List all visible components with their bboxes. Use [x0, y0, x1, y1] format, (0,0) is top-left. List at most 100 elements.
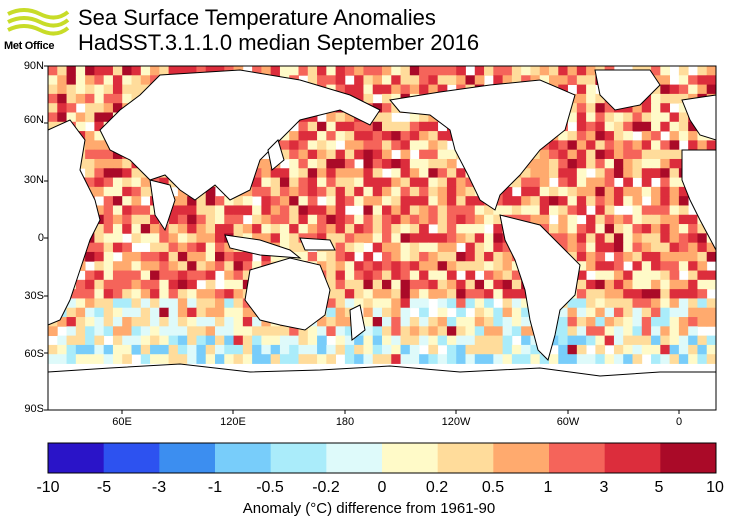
anomaly-cell	[567, 140, 578, 151]
anomaly-cell	[140, 335, 151, 346]
anomaly-cell	[159, 289, 170, 299]
anomaly-cell	[48, 112, 58, 123]
anomaly-cell	[66, 354, 77, 364]
anomaly-cell	[456, 279, 466, 290]
anomaly-cell	[205, 298, 216, 309]
anomaly-cell	[688, 298, 698, 309]
anomaly-cell	[103, 261, 114, 271]
anomaly-cell	[112, 84, 123, 95]
anomaly-cell	[177, 298, 188, 309]
anomaly-cell	[632, 112, 643, 123]
anomaly-cell	[688, 121, 698, 132]
anomaly-cell	[576, 103, 587, 113]
anomaly-cell	[604, 214, 615, 225]
anomaly-cell	[391, 140, 401, 151]
anomaly-cell	[456, 196, 466, 206]
anomaly-cell	[493, 75, 504, 85]
anomaly-cell	[660, 326, 671, 337]
anomaly-cell	[215, 335, 225, 346]
anomaly-cell	[270, 177, 281, 188]
anomaly-cell	[317, 75, 327, 85]
anomaly-cell	[623, 270, 633, 281]
anomaly-cell	[623, 289, 633, 299]
anomaly-cell	[632, 214, 643, 225]
anomaly-cell	[103, 354, 114, 364]
anomaly-cell	[669, 354, 680, 364]
anomaly-cell	[224, 289, 234, 299]
anomaly-cell	[678, 344, 689, 355]
anomaly-cell	[521, 344, 531, 355]
anomaly-cell	[112, 103, 123, 113]
anomaly-cell	[604, 307, 615, 318]
anomaly-cell	[205, 242, 216, 253]
anomaly-cell	[474, 196, 485, 206]
anomaly-cell	[66, 317, 77, 327]
anomaly-cell	[233, 196, 244, 206]
anomaly-cell	[613, 149, 624, 160]
anomaly-cell	[632, 344, 643, 355]
anomaly-cell	[168, 335, 179, 346]
anomaly-cell	[549, 186, 559, 197]
anomaly-cell	[669, 177, 680, 188]
anomaly-cell	[400, 335, 411, 346]
anomaly-cell	[85, 317, 95, 327]
anomaly-cell	[604, 112, 615, 123]
anomaly-cell	[140, 307, 151, 318]
anomaly-cell	[437, 335, 448, 346]
anomaly-cell	[252, 354, 262, 364]
anomaly-cell	[456, 289, 466, 299]
anomaly-cell	[215, 298, 225, 309]
anomaly-cell	[215, 205, 225, 216]
anomaly-cell	[261, 344, 272, 355]
anomaly-cell	[131, 317, 142, 327]
anomaly-cell	[651, 103, 661, 113]
anomaly-cell	[641, 224, 652, 234]
anomaly-cell	[103, 112, 114, 123]
anomaly-cell	[363, 214, 374, 225]
anomaly-cell	[279, 242, 290, 253]
anomaly-cell	[678, 233, 689, 244]
anomaly-cell	[298, 242, 309, 253]
anomaly-cell	[112, 186, 123, 197]
anomaly-cell	[613, 261, 624, 271]
anomaly-cell	[576, 261, 587, 271]
anomaly-cell	[558, 335, 568, 346]
anomaly-cell	[419, 121, 429, 132]
anomaly-cell	[382, 298, 392, 309]
anomaly-cell	[94, 298, 105, 309]
anomaly-cell	[344, 335, 355, 346]
anomaly-cell	[484, 251, 494, 262]
anomaly-cell	[428, 205, 439, 216]
anomaly-cell	[289, 149, 299, 160]
anomaly-cell	[94, 93, 105, 104]
anomaly-cell	[103, 307, 114, 318]
anomaly-cell	[196, 307, 207, 318]
anomaly-cell	[651, 66, 661, 76]
anomaly-cell	[317, 344, 327, 355]
anomaly-cell	[697, 298, 708, 309]
anomaly-cell	[344, 186, 355, 197]
anomaly-cell	[48, 66, 58, 76]
anomaly-cell	[697, 354, 708, 364]
anomaly-cell	[363, 317, 374, 327]
anomaly-cell	[344, 158, 355, 169]
anomaly-cell	[363, 224, 374, 234]
anomaly-cell	[428, 326, 439, 337]
anomaly-cell	[678, 279, 689, 290]
anomaly-cell	[75, 354, 86, 364]
anomaly-cell	[623, 158, 633, 169]
anomaly-cell	[150, 344, 160, 355]
colorbar-swatch	[660, 443, 717, 473]
anomaly-cell	[576, 66, 587, 76]
anomaly-cell	[205, 186, 216, 197]
anomaly-cell	[140, 214, 151, 225]
anomaly-cell	[586, 186, 596, 197]
anomaly-cell	[122, 298, 132, 309]
anomaly-cell	[493, 335, 504, 346]
anomaly-cell	[567, 326, 578, 337]
anomaly-cell	[493, 251, 504, 262]
lat-label-30s: 30S	[24, 290, 44, 302]
anomaly-cell	[382, 251, 392, 262]
anomaly-cell	[85, 75, 95, 85]
anomaly-cell	[289, 140, 299, 151]
